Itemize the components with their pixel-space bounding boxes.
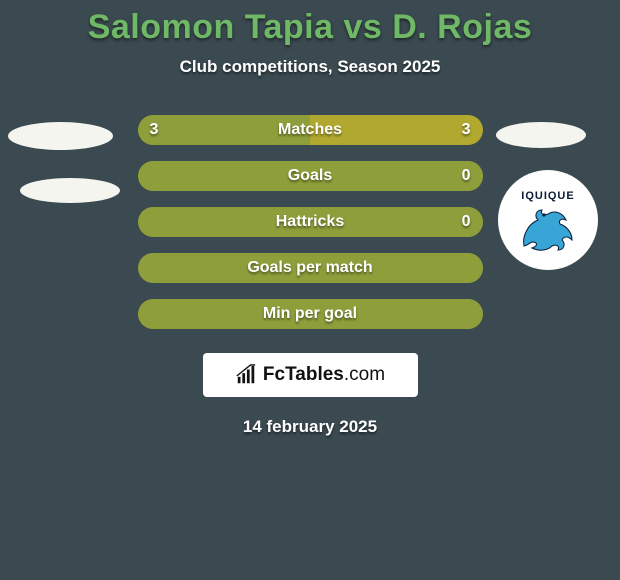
stat-bar-label: Goals per match <box>138 253 483 283</box>
stat-bar-label: Matches <box>138 115 483 145</box>
date-text: 14 february 2025 <box>0 417 620 437</box>
stat-bar-label: Min per goal <box>138 299 483 329</box>
stat-bar-value-left: 3 <box>150 115 159 145</box>
brand-text: FcTables.com <box>263 364 385 386</box>
card-content: Salomon Tapia vs D. Rojas Club competiti… <box>0 0 620 580</box>
stat-bar-value-right: 0 <box>462 207 471 237</box>
stat-bar-label: Goals <box>138 161 483 191</box>
stat-bar: Min per goal <box>138 299 483 329</box>
stat-bar-label: Hattricks <box>138 207 483 237</box>
brand-name-light: .com <box>344 364 385 385</box>
stat-bar: Matches3 3 <box>138 115 483 145</box>
stat-bar: Goals0 <box>138 161 483 191</box>
left-ellipse-1 <box>8 122 113 150</box>
page-title: Salomon Tapia vs D. Rojas <box>0 0 620 47</box>
badge-text: IQUIQUE <box>521 190 574 202</box>
subtitle: Club competitions, Season 2025 <box>0 57 620 77</box>
right-ellipse <box>496 122 586 148</box>
stat-bar: Hattricks0 <box>138 207 483 237</box>
brand-name-bold: FcTables <box>263 364 344 385</box>
club-badge: IQUIQUE <box>498 170 598 270</box>
left-ellipse-2 <box>20 178 120 203</box>
stat-bar-value-right: 3 <box>462 115 471 145</box>
brand-box: FcTables.com <box>203 353 418 397</box>
stat-bar-value-right: 0 <box>462 161 471 191</box>
dragon-icon <box>518 202 578 254</box>
chart-icon <box>235 364 257 386</box>
stat-bar: Goals per match <box>138 253 483 283</box>
